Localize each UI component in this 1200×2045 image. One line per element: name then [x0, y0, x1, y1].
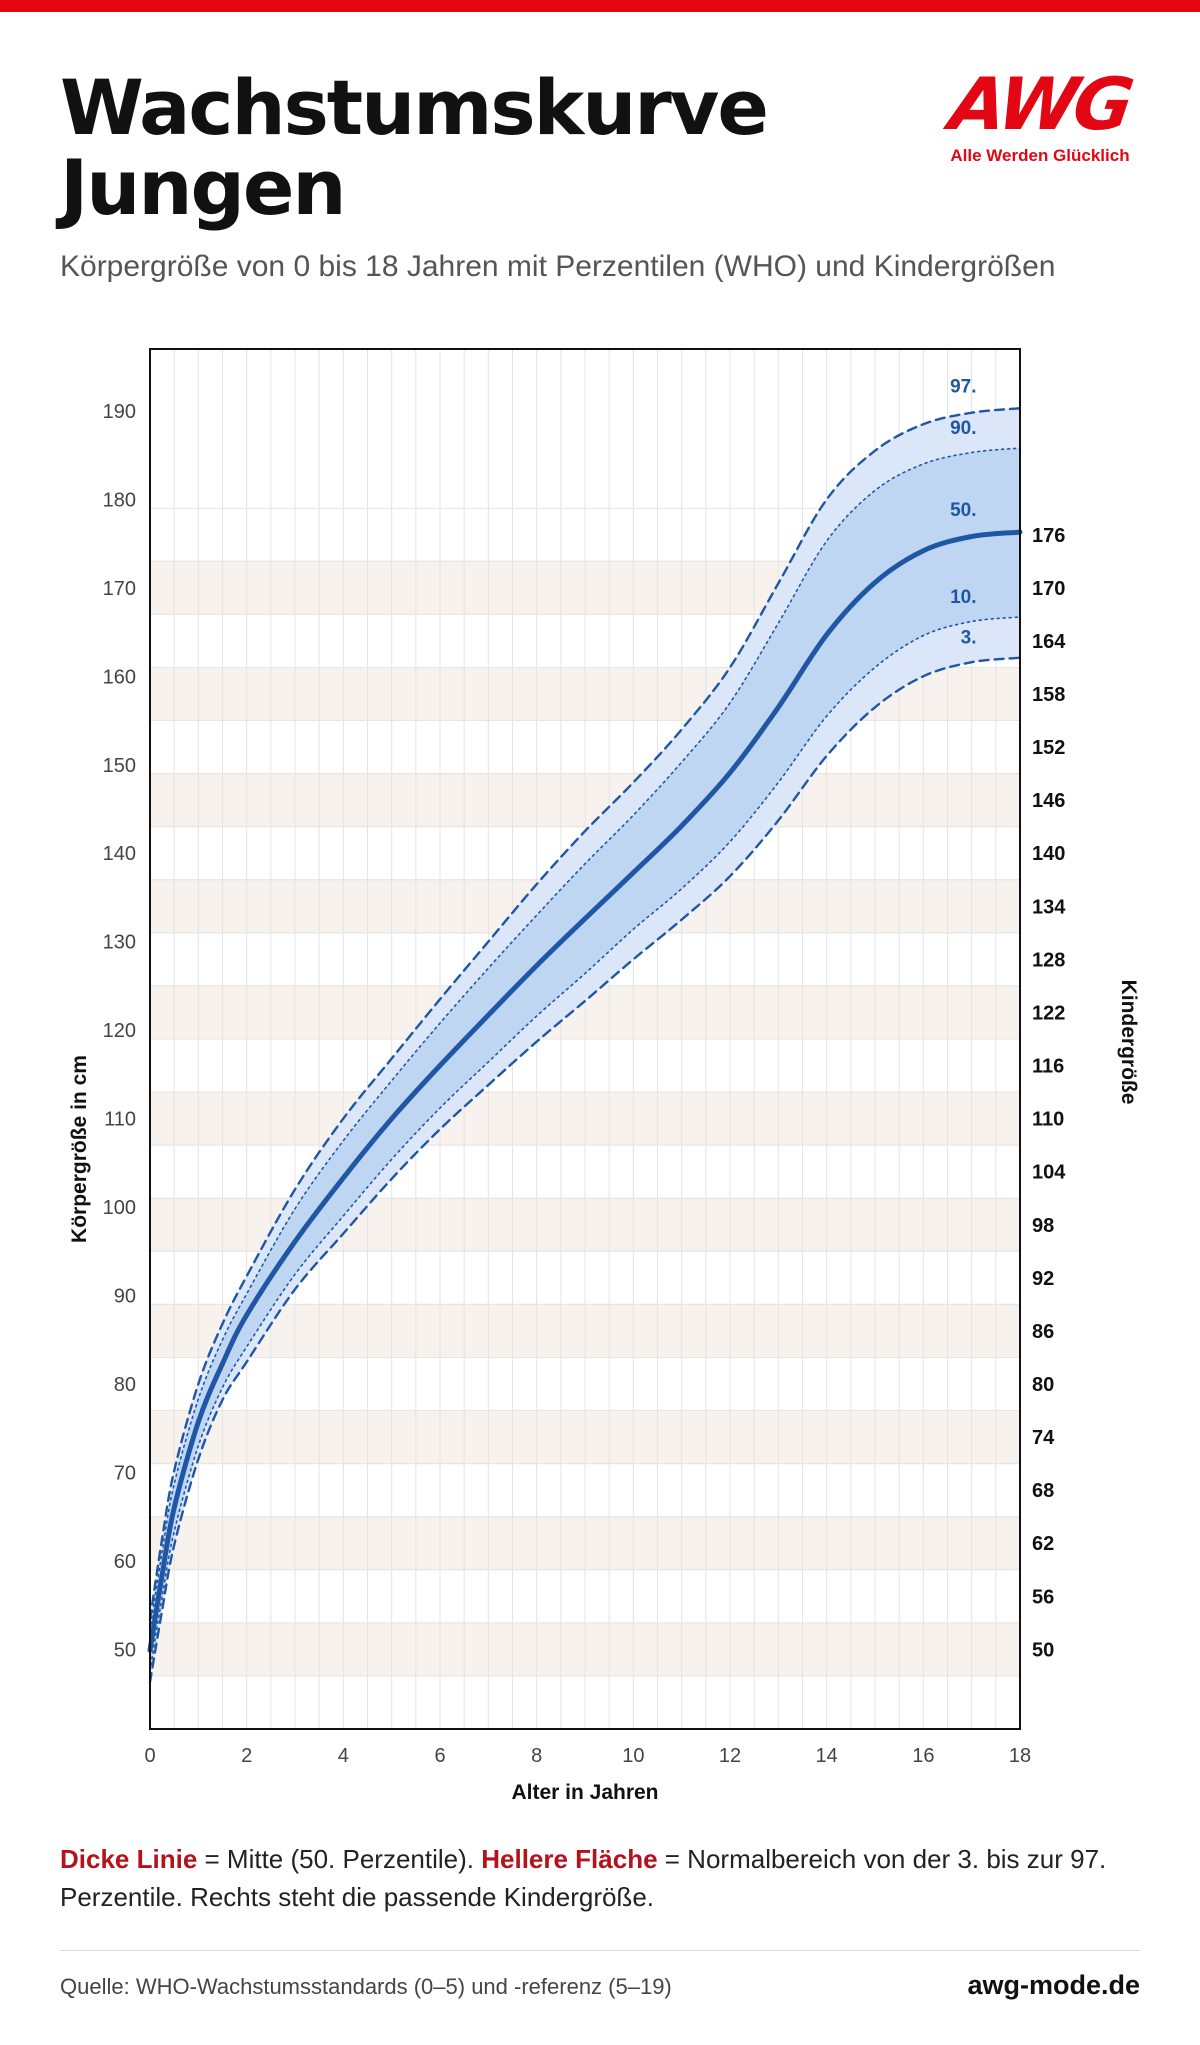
note-light-area: Hellere Fläche — [481, 1844, 658, 1874]
y2-tick-label: 158 — [1032, 684, 1065, 706]
title-line-1: Wachstumskurve — [60, 63, 769, 152]
series-label-90: 90. — [950, 418, 976, 439]
x-tick-label: 14 — [816, 1745, 838, 1767]
y-tick-label: 130 — [103, 932, 136, 954]
y-tick-label: 80 — [114, 1374, 136, 1396]
series-label-50: 50. — [950, 500, 976, 521]
plot-frame — [149, 348, 1021, 1730]
logo-tagline: Alle Werden Glücklich — [950, 146, 1130, 165]
y2-tick-label: 170 — [1032, 578, 1065, 600]
y2-tick-label: 62 — [1032, 1533, 1054, 1555]
y-tick-label: 50 — [114, 1639, 136, 1661]
y-axis-title: Körpergröße in cm — [68, 1055, 91, 1243]
y2-tick-label: 56 — [1032, 1586, 1054, 1608]
y2-tick-label: 146 — [1032, 790, 1065, 812]
x-tick-label: 12 — [719, 1745, 741, 1767]
y2-axis-title: Kindergröße — [1117, 980, 1140, 1105]
x-tick-label: 0 — [144, 1745, 155, 1767]
x-tick-label: 8 — [531, 1745, 542, 1767]
y-tick-label: 170 — [103, 578, 136, 600]
y2-tick-label: 80 — [1032, 1374, 1054, 1396]
x-tick-label: 18 — [1009, 1745, 1031, 1767]
y-tick-label: 190 — [103, 401, 136, 423]
y-tick-label: 90 — [114, 1286, 136, 1308]
percentile-line-3 — [148, 656, 1022, 1684]
y-tick-label: 100 — [103, 1197, 136, 1219]
title-line-2: Jungen — [60, 143, 347, 232]
y-tick-label: 110 — [104, 1109, 136, 1131]
y2-tick-label: 176 — [1032, 525, 1065, 547]
y-tick-label: 150 — [103, 755, 136, 777]
footer-divider — [60, 1950, 1140, 1951]
source-text: Quelle: WHO-Wachstumsstandards (0–5) und… — [60, 1974, 672, 1999]
y2-tick-label: 152 — [1032, 737, 1065, 759]
note-text-2: = Normalbereich von der 3. bis zur 97. P… — [60, 1844, 1107, 1912]
y2-tick-label: 134 — [1032, 896, 1066, 918]
growth-chart: 97.90.50.10.3.50607080901001101201301401… — [68, 348, 1140, 1804]
page-subtitle: Körpergröße von 0 bis 18 Jahren mit Perz… — [60, 250, 1056, 283]
y2-tick-label: 122 — [1032, 1002, 1065, 1024]
page-title: Wachstumskurve Jungen — [60, 68, 860, 228]
x-axis-title: Alter in Jahren — [511, 1781, 658, 1804]
y-tick-label: 120 — [103, 1020, 136, 1042]
y-tick-label: 160 — [103, 666, 136, 688]
y-tick-label: 180 — [103, 489, 136, 511]
x-tick-label: 2 — [241, 1745, 252, 1767]
percentile-line-10 — [149, 616, 1021, 1672]
y2-tick-label: 50 — [1032, 1639, 1054, 1661]
series-label-97: 97. — [950, 376, 976, 397]
note-thick-line: Dicke Linie — [60, 1844, 198, 1874]
y2-tick-label: 140 — [1032, 843, 1065, 865]
y2-tick-label: 104 — [1032, 1162, 1066, 1184]
y-tick-label: 140 — [103, 843, 136, 865]
band-10-90 — [150, 448, 1020, 1671]
x-tick-label: 6 — [434, 1745, 445, 1767]
x-tick-label: 10 — [622, 1745, 644, 1767]
series-label-10: 10. — [950, 587, 976, 608]
y-tick-label: 60 — [114, 1551, 136, 1573]
y2-tick-label: 74 — [1032, 1427, 1055, 1449]
percentile-line-90 — [149, 447, 1021, 1631]
website-link[interactable]: awg-mode.de — [967, 1970, 1140, 2000]
y2-tick-label: 68 — [1032, 1480, 1054, 1502]
y2-tick-label: 116 — [1032, 1056, 1064, 1078]
y2-tick-label: 86 — [1032, 1321, 1054, 1343]
y-tick-label: 70 — [114, 1462, 136, 1484]
y2-tick-label: 98 — [1032, 1215, 1054, 1237]
note-text-1: = Mitte (50. Perzentile). — [197, 1844, 482, 1874]
legend-note: Dicke Linie = Mitte (50. Perzentile). He… — [60, 1840, 1150, 1916]
x-tick-label: 16 — [912, 1745, 934, 1767]
top-accent-bar — [0, 0, 1200, 12]
y2-tick-label: 92 — [1032, 1268, 1054, 1290]
x-tick-label: 4 — [338, 1745, 349, 1767]
percentile-line-97 — [148, 407, 1022, 1621]
awg-logo[interactable]: AWG Alle Werden Glücklich — [940, 62, 1140, 166]
series-label-3: 3. — [961, 628, 977, 649]
y2-tick-label: 164 — [1032, 631, 1066, 653]
y2-tick-label: 110 — [1032, 1109, 1064, 1131]
percentile-line-50 — [147, 529, 1023, 1653]
y2-tick-label: 128 — [1032, 949, 1065, 971]
